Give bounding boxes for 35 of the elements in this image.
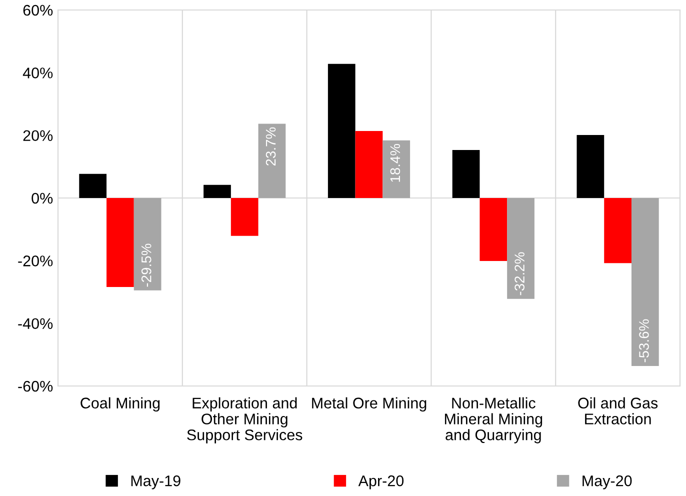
y-tick-label: 40% <box>22 68 53 78</box>
y-tick-label: -40% <box>18 318 53 330</box>
bar <box>328 64 356 198</box>
x-tick-label: Non-Metallic Mineral Mining and Quarrying <box>444 397 542 444</box>
data-label: 18.4% <box>390 144 400 182</box>
data-label: -32.2% <box>514 252 524 296</box>
bar <box>631 198 659 366</box>
bar <box>204 184 231 198</box>
data-label: 23.7% <box>266 127 276 166</box>
bar <box>604 198 632 264</box>
bar <box>230 198 258 236</box>
x-tick-label: Exploration and Other Mining Support Services <box>187 397 302 444</box>
legend-label: May-19 <box>131 475 180 490</box>
legend-label: Apr-20 <box>358 475 404 490</box>
bar <box>355 130 383 198</box>
y-tick-label: -20% <box>18 256 53 266</box>
y-tick-label: 0% <box>32 192 53 204</box>
y-tick-label: -60% <box>18 380 53 392</box>
bar <box>507 198 534 299</box>
bar <box>258 124 286 198</box>
bar <box>106 198 134 287</box>
data-label: -29.5% <box>141 244 152 287</box>
y-tick-label: 20% <box>23 130 53 142</box>
bar <box>382 140 410 198</box>
bar <box>79 174 107 198</box>
data-label: -53.6% <box>639 319 649 362</box>
y-tick-label: 60% <box>23 4 53 16</box>
x-tick-label: Metal Ore Mining <box>312 397 426 412</box>
bar <box>576 135 604 198</box>
legend-label: May-20 <box>582 475 632 490</box>
x-tick-label: Oil and Gas Extraction <box>578 397 658 424</box>
bar <box>452 150 480 198</box>
x-tick-label: Coal Mining <box>80 397 160 412</box>
bar <box>480 198 508 261</box>
bar <box>134 198 162 290</box>
